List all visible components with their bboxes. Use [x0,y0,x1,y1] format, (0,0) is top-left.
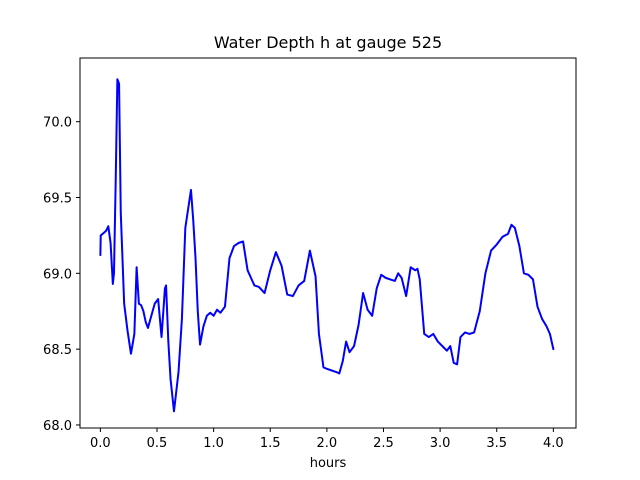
axes-background [80,58,576,428]
x-axis-ticks: 0.0 0.5 1.0 1.5 2.0 2.5 3.0 3.5 4.0 [90,428,564,451]
y-tick-label: 70.0 [43,116,72,131]
x-tick-label: 2.0 [317,436,338,451]
x-tick-label: 1.0 [203,436,224,451]
y-tick-label: 69.5 [43,192,72,207]
series-line [99,78,555,413]
y-tick-label: 68.0 [43,419,72,434]
y-tick-label: 68.5 [43,343,72,358]
x-tick-label: 1.5 [260,436,281,451]
x-tick-label: 4.0 [543,436,564,451]
x-tick-label: 0.0 [90,436,111,451]
y-tick-label: 69.0 [43,267,72,282]
axes-frame [79,57,577,429]
plot-area [79,57,577,429]
y-axis-ticks: 68.0 68.5 69.0 69.5 70.0 [43,116,80,434]
x-axis-label: hours [310,456,347,471]
chart-title: Water Depth h at gauge 525 [214,33,442,52]
x-tick-label: 3.5 [486,436,507,451]
x-tick-label: 2.5 [373,436,394,451]
x-tick-label: 0.5 [147,436,168,451]
x-tick-label: 3.0 [430,436,451,451]
